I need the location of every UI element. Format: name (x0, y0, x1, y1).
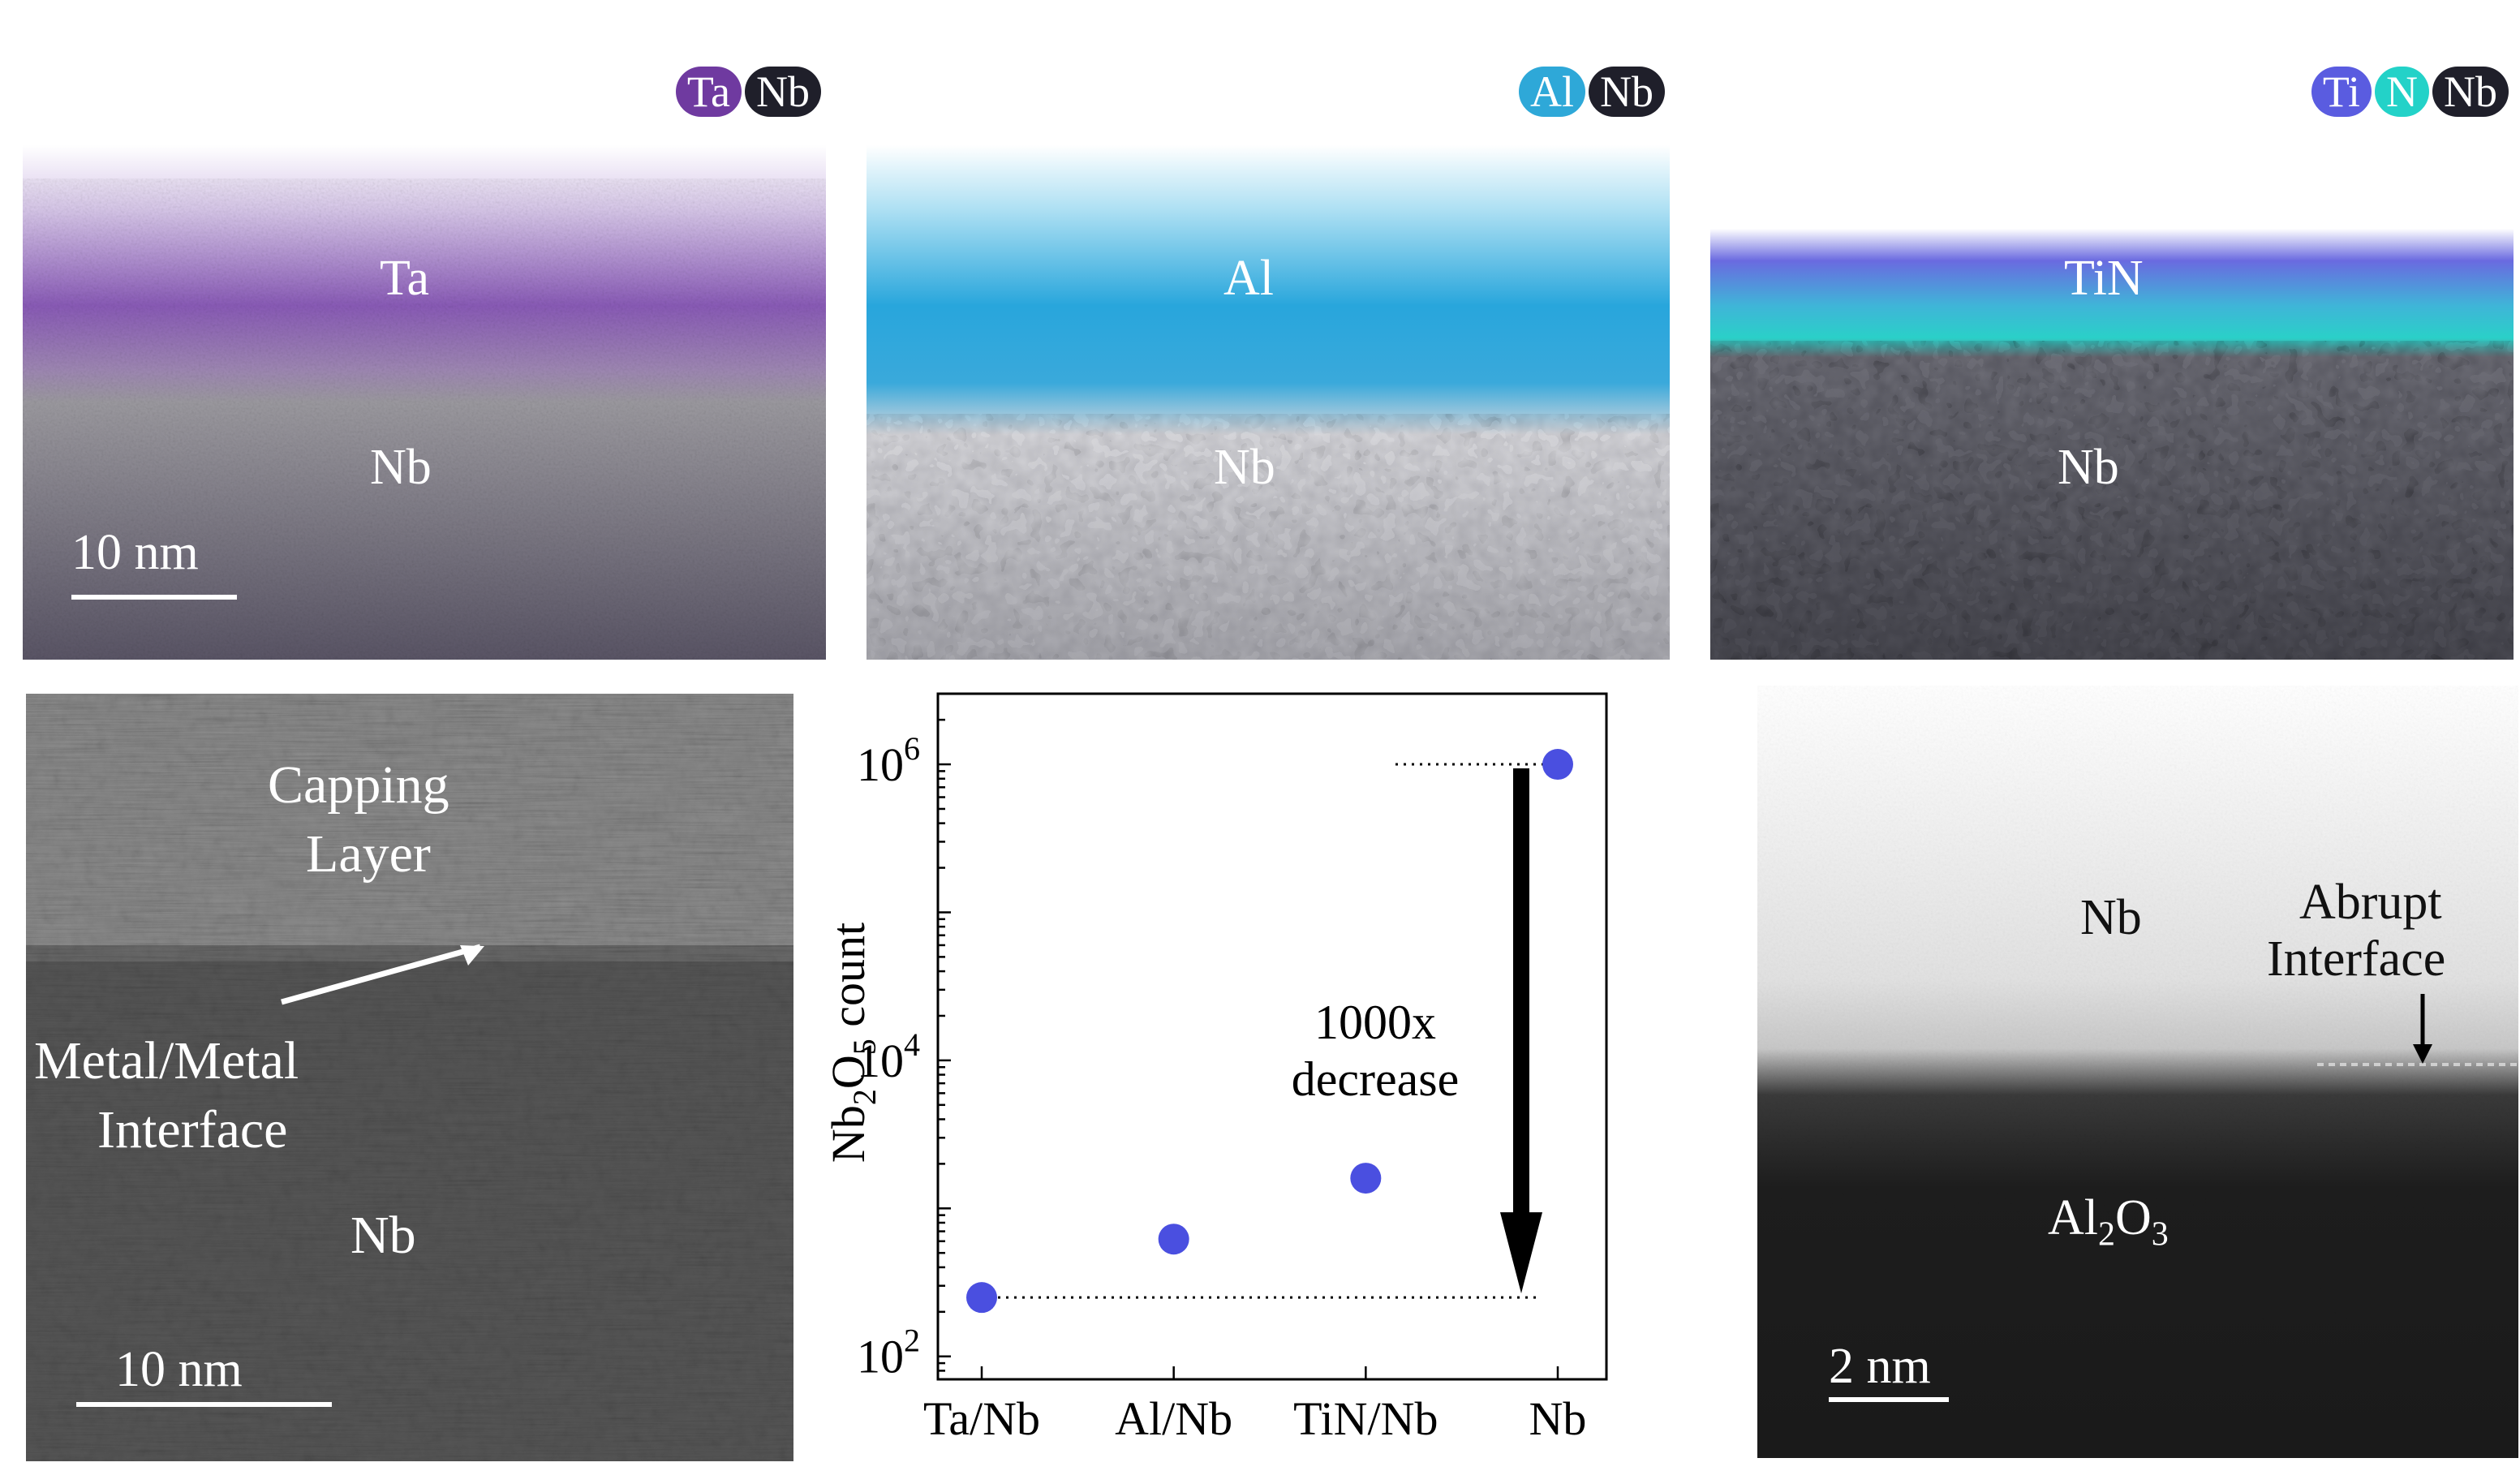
hrtem-image (26, 694, 793, 1461)
eds-map-al-nb: Al Nb Al Nb (867, 16, 1670, 660)
nb-region-label: Nb (350, 1206, 416, 1265)
legend-nb-badge: Nb (1589, 67, 1665, 117)
x-tick-label: Nb (1529, 1392, 1587, 1445)
al-layer-label: Al (1223, 251, 1274, 306)
nb-layer-label: Nb (370, 440, 432, 495)
substrate-label: Al2O3 (2048, 1190, 2169, 1254)
reference-lines (990, 763, 1546, 1299)
nb-layer-label: Nb (1214, 440, 1275, 495)
scale-bar-label: 10 nm (71, 525, 199, 580)
al-nb-legend: Al Nb (1519, 67, 1665, 117)
legend-ta-badge: Ta (675, 67, 742, 117)
nb2o5-chart-panel: 102 104 106 Ta/Nb Al/Nb TiN/Nb Nb Nb2O5 count… (787, 686, 1679, 1471)
x-tick-label: TiN/Nb (1293, 1392, 1438, 1445)
legend-nb-badge: Nb (745, 67, 821, 117)
nb-layer-label: Nb (2058, 440, 2119, 495)
data-point-nb (1542, 749, 1573, 781)
data-point-tin-nb (1350, 1163, 1382, 1194)
eds-map-tin-nb: Ti N Nb TiN Nb (1710, 16, 2514, 660)
nb-film-label: Nb (2080, 890, 2142, 945)
eds-map-ta-nb: Ta Nb Ta Nb 10 nm (23, 16, 826, 660)
plot-frame (936, 692, 1608, 1381)
tin-nb-legend: Ti N Nb (2311, 67, 2509, 117)
x-tick-label: Ta/Nb (923, 1392, 1040, 1445)
data-point-ta-nb (966, 1282, 997, 1314)
legend-al-badge: Al (1519, 67, 1585, 117)
haadf-image-panel: Nb Abrupt Interface Al2O3 2 nm (1757, 686, 2518, 1458)
ta-layer-label: Ta (380, 251, 430, 306)
haadf-image (1757, 686, 2518, 1458)
capping-layer-label-line1: Capping (268, 755, 449, 815)
annotation-line1: 1000x (1314, 996, 1436, 1049)
y-tick-label: 106 (857, 730, 920, 791)
abrupt-interface-label-line2: Interface (2267, 931, 2446, 987)
y-tick-label: 102 (857, 1323, 920, 1383)
x-tick-label: Al/Nb (1115, 1392, 1232, 1445)
abrupt-interface-label-line1: Abrupt (2299, 875, 2442, 930)
legend-n-badge: N (2375, 67, 2429, 117)
scale-bar (1829, 1397, 1949, 1402)
ta-nb-legend: Ta Nb (675, 67, 821, 117)
tin-nb-map-image (1710, 16, 2514, 660)
interface-label-line1: Metal/Metal (34, 1031, 299, 1090)
y-tick-label: 104 (857, 1026, 920, 1087)
scale-bar (76, 1402, 332, 1407)
tin-layer-label: TiN (2064, 251, 2144, 306)
interface-label-line2: Interface (97, 1100, 288, 1159)
scale-bar-label: 10 nm (115, 1342, 243, 1397)
legend-ti-badge: Ti (2311, 67, 2372, 117)
x-axis-ticks: Ta/Nb Al/Nb TiN/Nb Nb (923, 1366, 1587, 1445)
legend-nb-badge: Nb (2432, 67, 2509, 117)
capping-layer-label-line2: Layer (306, 824, 431, 884)
nb2o5-count-chart: 102 104 106 Ta/Nb Al/Nb TiN/Nb Nb Nb2O5 count… (822, 692, 1608, 1445)
y-axis-ticks: 102 104 106 (857, 692, 951, 1383)
y-axis-label: Nb2O5 count (822, 923, 883, 1163)
hrtem-image-panel: Capping Layer Metal/Metal Interface Nb 1… (26, 694, 793, 1461)
ta-nb-map-image (23, 16, 826, 660)
scale-bar-label: 2 nm (1829, 1339, 1931, 1394)
decrease-arrow (1500, 768, 1542, 1294)
scale-bar (71, 595, 237, 600)
al-nb-map-image (867, 16, 1670, 660)
arrow-head (1500, 1212, 1542, 1294)
annotation-line2: decrease (1292, 1052, 1459, 1106)
data-points (966, 749, 1573, 1314)
data-point-al-nb (1158, 1224, 1189, 1255)
